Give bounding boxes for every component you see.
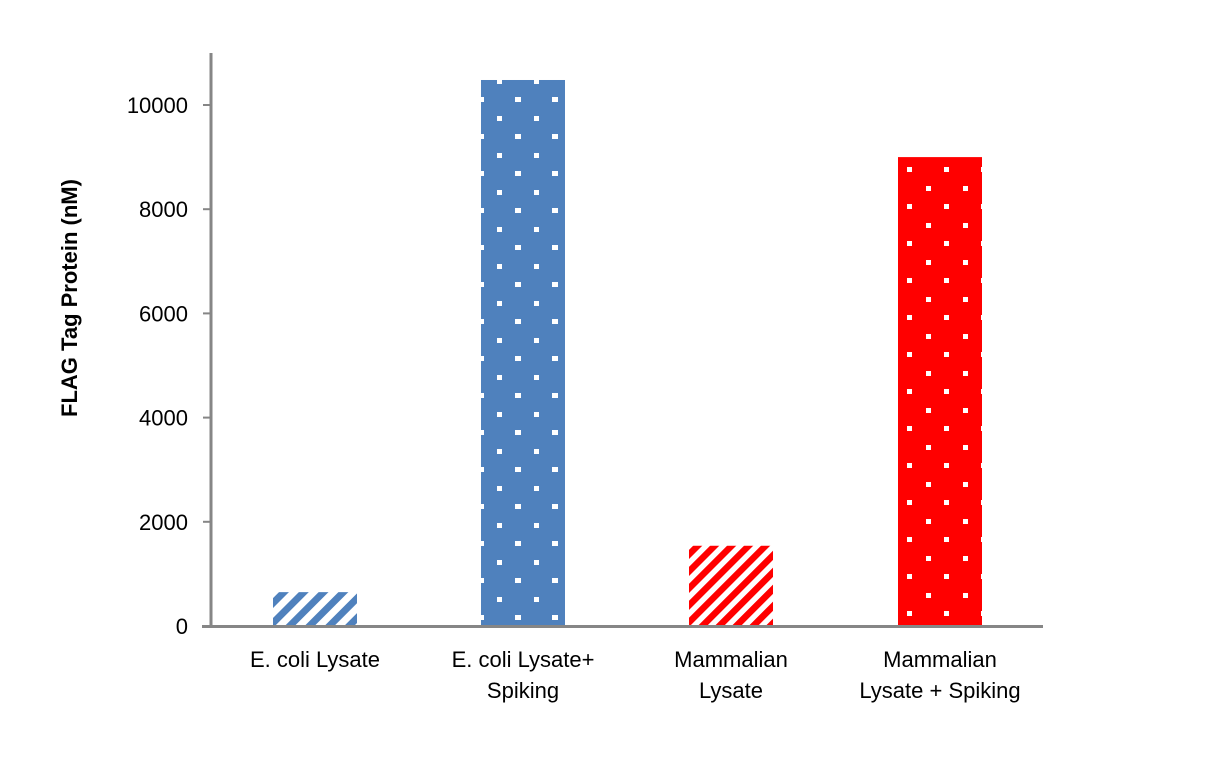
x-category-label: E. coli Lysate — [250, 647, 380, 672]
y-axis-ticks: 0 2000 4000 6000 8000 10000 — [127, 93, 211, 639]
x-category-label: Mammalian Lysate + Spiking — [859, 647, 1020, 703]
y-tick-label: 8000 — [139, 197, 188, 222]
y-axis-title: FLAG Tag Protein (nM) — [57, 179, 82, 417]
x-axis-labels: E. coli Lysate E. coli Lysate+ Spiking Mamm… — [250, 647, 1021, 703]
bar-mammalian-lysate — [689, 545, 773, 626]
y-tick-label: 6000 — [139, 301, 188, 326]
y-tick-label: 2000 — [139, 510, 188, 535]
y-tick-label: 0 — [176, 614, 188, 639]
x-category-label: Mammalian Lysate — [674, 647, 788, 703]
x-category-label: E. coli Lysate+ Spiking — [452, 647, 595, 703]
bars-group — [273, 79, 982, 626]
bar-e-coli-lysate — [273, 592, 357, 626]
y-tick-label: 10000 — [127, 93, 188, 118]
bar-mammalian-lysate-spiking — [898, 157, 982, 626]
bar-e-coli-lysate-spiking — [481, 79, 565, 626]
y-tick-label: 4000 — [139, 406, 188, 431]
